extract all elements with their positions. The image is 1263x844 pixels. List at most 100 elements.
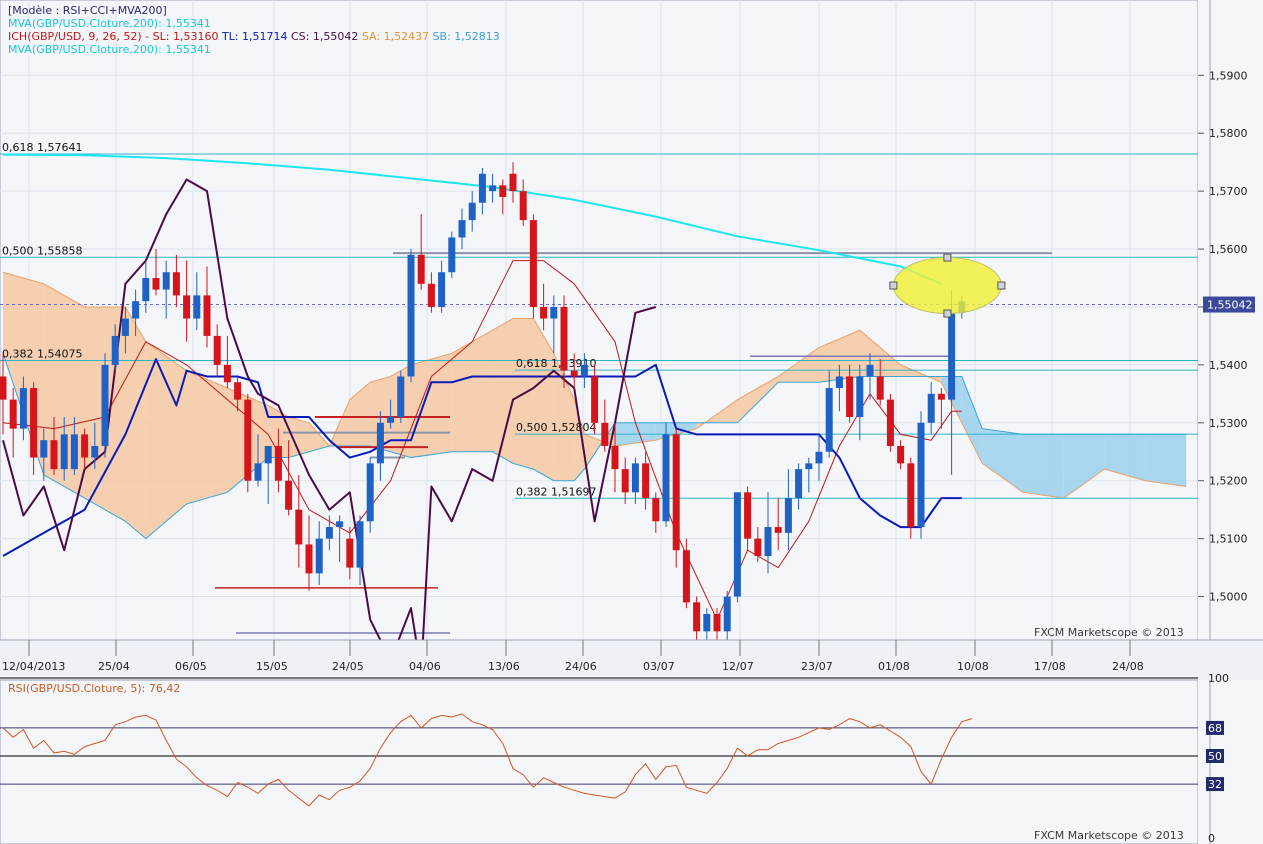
- candle-body: [244, 399, 252, 481]
- candle-body: [703, 613, 711, 632]
- fib-label: 0,382 1,54075: [2, 348, 82, 361]
- ellipse-handle[interactable]: [997, 281, 1006, 290]
- candle-body: [764, 527, 772, 557]
- ellipse-handle[interactable]: [943, 253, 952, 262]
- price-tick-label: 1,5600: [1209, 243, 1248, 256]
- candle: [213, 324, 221, 377]
- candle: [713, 608, 721, 643]
- candle: [111, 324, 119, 371]
- candle: [652, 492, 660, 533]
- candle: [703, 608, 711, 643]
- kijun-line: [2, 358, 962, 557]
- candle-body: [662, 434, 670, 522]
- candle-body: [111, 335, 119, 365]
- watermark-rsi: FXCM Marketscope © 2013: [1034, 829, 1184, 842]
- rsi-level-badge: [1206, 777, 1224, 792]
- date-tick-label: 25/04: [98, 660, 130, 673]
- candle: [81, 428, 89, 470]
- candle-body: [682, 550, 690, 603]
- price-tick-label: 1,5100: [1209, 533, 1248, 546]
- candle-body: [346, 538, 354, 568]
- candle: [693, 596, 701, 643]
- candle-body: [529, 220, 537, 307]
- candle: [9, 388, 17, 458]
- candle-body: [937, 393, 945, 400]
- candle-body: [417, 254, 425, 284]
- candle: [937, 388, 945, 429]
- candle: [672, 428, 680, 568]
- candle-body: [40, 440, 48, 458]
- candle-body: [917, 422, 925, 528]
- date-tick-label: 24/08: [1112, 660, 1144, 673]
- date-tick-label: 23/07: [801, 660, 833, 673]
- date-tick-label: 12/07: [722, 660, 754, 673]
- ich-sb: SB: 1,52813: [432, 30, 500, 43]
- candle-body: [835, 376, 843, 389]
- candle-body: [856, 376, 864, 418]
- candle: [183, 260, 191, 342]
- cloud-segment: [1145, 434, 1187, 487]
- senkou-span-b: [2, 353, 1187, 540]
- candle: [305, 515, 313, 591]
- highlight-ellipse[interactable]: [892, 257, 1002, 315]
- candle: [172, 254, 180, 307]
- candle-body: [448, 237, 456, 273]
- candle-body: [152, 278, 160, 290]
- cloud-segment: [737, 376, 779, 423]
- candle: [50, 417, 58, 475]
- cloud-segment: [186, 370, 228, 504]
- candle-body: [784, 498, 792, 533]
- candle-body: [193, 295, 201, 319]
- candle-body: [213, 335, 221, 365]
- candle: [744, 486, 752, 551]
- candle-body: [713, 613, 721, 632]
- candle: [366, 457, 374, 533]
- cloud-segment: [1023, 434, 1064, 499]
- candle-body: [223, 364, 231, 383]
- candle: [489, 173, 497, 203]
- candle: [336, 515, 344, 562]
- candle-body: [397, 376, 405, 418]
- candle-body: [101, 364, 109, 446]
- ellipse-handle[interactable]: [889, 281, 898, 290]
- candle: [19, 376, 27, 441]
- candle: [835, 364, 843, 412]
- candle-body: [499, 185, 507, 197]
- candle-body: [733, 492, 741, 597]
- date-tick-label: 24/05: [332, 660, 364, 673]
- model-label: [Modèle : RSI+CCI+MVA200]: [8, 4, 167, 17]
- candle: [121, 306, 129, 354]
- ichimoku-legend: ICH(GBP/USD, 9, 26, 52) - SL: 1,53160 TL…: [8, 30, 500, 43]
- current-price-marker: [1203, 296, 1255, 313]
- date-tick-label: 03/07: [643, 660, 675, 673]
- candle-body: [948, 312, 956, 400]
- candle-body: [886, 399, 894, 446]
- candle: [70, 417, 78, 475]
- candle-body: [142, 278, 150, 302]
- price-tick-label: 1,5700: [1209, 185, 1248, 198]
- price-tick-label: 1,5900: [1209, 69, 1248, 82]
- cloud-segment: [349, 382, 371, 446]
- candle-body: [274, 445, 282, 481]
- rsi-level-label: 32: [1208, 778, 1222, 791]
- candle: [815, 434, 823, 481]
- candle: [621, 457, 629, 504]
- candle-body: [30, 388, 38, 458]
- candle-body: [325, 527, 333, 539]
- rsi-line: [2, 713, 973, 807]
- ellipse-handle[interactable]: [943, 309, 952, 318]
- candle: [570, 353, 578, 389]
- candle: [774, 498, 782, 551]
- cloud-segment: [982, 428, 1023, 493]
- candle-body: [60, 434, 68, 470]
- candle-body: [468, 202, 476, 221]
- candle-body: [50, 440, 58, 470]
- candle-body: [121, 318, 129, 336]
- candle: [846, 364, 854, 423]
- candle-body: [183, 295, 191, 319]
- candle-body: [621, 469, 629, 493]
- candle: [325, 515, 333, 551]
- fib-label: 0,618 1,53910: [516, 357, 596, 370]
- fibonacci-levels: 0,618 1,57641 0,500 1,55858 0,382 1,54075 0…: [0, 141, 1198, 634]
